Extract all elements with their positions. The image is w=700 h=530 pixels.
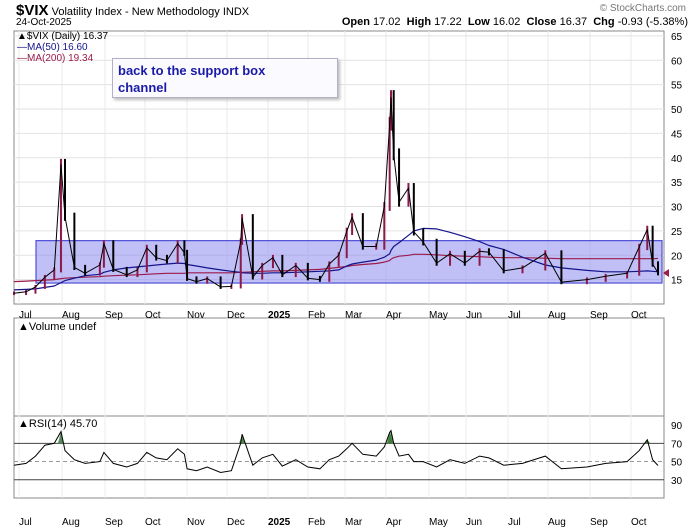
rsi-y-tick-label: 30 bbox=[671, 476, 683, 487]
volume-panel bbox=[13, 317, 665, 417]
rsi-x-tick-label: Nov bbox=[187, 517, 205, 528]
rsi-x-tick-label: Jul bbox=[508, 517, 521, 528]
open-label: Open bbox=[341, 16, 370, 28]
rsi-x-tick-label: Dec bbox=[227, 517, 245, 528]
brand-watermark: © StockCharts.com bbox=[599, 3, 686, 14]
x-tick-label: Apr bbox=[386, 310, 402, 321]
chg-label: Chg bbox=[593, 16, 615, 28]
x-tick-label: Oct bbox=[631, 310, 647, 321]
rsi-y-tick-label: 70 bbox=[671, 439, 683, 450]
support-box bbox=[35, 240, 663, 284]
symbol: $VIX bbox=[16, 2, 49, 19]
x-tick-label: Mar bbox=[345, 310, 363, 321]
price-line bbox=[13, 97, 659, 294]
quote-date: 24-Oct-2025 bbox=[16, 17, 72, 28]
price-y-tick-label: 20 bbox=[671, 251, 683, 262]
chart-title: $VIX Volatility Index - New Methodology … bbox=[16, 2, 249, 19]
open-value: 17.02 bbox=[373, 16, 401, 28]
rsi-x-tick-label: Apr bbox=[386, 517, 402, 528]
price-y-tick-label: 45 bbox=[671, 129, 683, 140]
x-tick-label: Sep bbox=[590, 310, 608, 321]
rsi-panel bbox=[13, 415, 665, 499]
rsi-x-tick-label: Jun bbox=[466, 517, 482, 528]
price-y-tick-label: 55 bbox=[671, 81, 683, 92]
annotation-text: back to the support box channel bbox=[113, 59, 337, 99]
x-tick-label: 2025 bbox=[268, 310, 291, 321]
x-tick-label: Jul bbox=[508, 310, 521, 321]
legend-ma50: —MA(50) 16.60 bbox=[17, 42, 88, 53]
x-tick-label: Aug bbox=[548, 310, 566, 321]
chg-value: -0.93 (-5.38%) bbox=[617, 16, 688, 28]
x-tick-label: Jul bbox=[19, 310, 32, 321]
price-y-tick-label: 30 bbox=[671, 203, 683, 214]
rsi-x-tick-label: Sep bbox=[105, 517, 123, 528]
rsi-x-tick-label: 2025 bbox=[268, 517, 291, 528]
legend-price: ▲$VIX (Daily) 16.37 bbox=[17, 31, 109, 42]
close-value: 16.37 bbox=[559, 16, 588, 28]
rsi-x-tick-label: Oct bbox=[631, 517, 647, 528]
last-price-marker bbox=[663, 268, 669, 277]
annotation-line-2: channel bbox=[118, 80, 168, 95]
price-y-tick-label: 40 bbox=[671, 154, 683, 165]
price-y-tick-label: 25 bbox=[671, 227, 683, 238]
price-y-tick-label: 60 bbox=[671, 56, 683, 67]
high-value: 17.22 bbox=[434, 16, 462, 28]
rsi-x-tick-label: Aug bbox=[62, 517, 80, 528]
annotation-line-1: back to the support box bbox=[118, 63, 266, 78]
rsi-overbought-area bbox=[388, 430, 395, 444]
rsi-y-tick-label: 90 bbox=[671, 421, 683, 432]
close-label: Close bbox=[526, 16, 557, 28]
x-tick-label: Oct bbox=[145, 310, 161, 321]
price-y-tick-label: 15 bbox=[671, 276, 683, 287]
price-y-tick-label: 35 bbox=[671, 178, 683, 189]
price-y-tick-label: 65 bbox=[671, 32, 683, 43]
rsi-x-tick-label: Aug bbox=[548, 517, 566, 528]
x-tick-label: May bbox=[429, 310, 448, 321]
rsi-x-tick-label: Oct bbox=[145, 517, 161, 528]
low-label: Low bbox=[467, 16, 490, 28]
rsi-x-tick-label: Mar bbox=[345, 517, 363, 528]
rsi-y-tick-label: 50 bbox=[671, 458, 683, 469]
price-y-tick-label: 50 bbox=[671, 105, 683, 116]
x-tick-label: Feb bbox=[308, 310, 326, 321]
high-label: High bbox=[406, 16, 432, 28]
exchange: INDX bbox=[222, 6, 250, 18]
price-legend: ▲$VIX (Daily) 16.37 —MA(50) 16.60 —MA(20… bbox=[17, 31, 108, 64]
volume-legend: ▲Volume undef bbox=[18, 321, 97, 333]
rsi-line bbox=[13, 429, 659, 474]
rsi-x-tick-label: May bbox=[429, 517, 448, 528]
x-tick-label: Aug bbox=[62, 310, 80, 321]
x-tick-label: Sep bbox=[105, 310, 123, 321]
rsi-x-tick-label: Feb bbox=[308, 517, 326, 528]
annotation-box: back to the support box channel bbox=[112, 58, 338, 98]
legend-ma200: —MA(200) 19.34 bbox=[17, 53, 94, 64]
rsi-legend: ▲RSI(14) 45.70 bbox=[18, 418, 98, 430]
ohlc-readout: Open 17.02 High 17.22 Low 16.02 Close 16… bbox=[342, 16, 688, 28]
security-name: Volatility Index - New Methodology bbox=[51, 6, 220, 18]
rsi-x-tick-label: Sep bbox=[590, 517, 608, 528]
x-tick-label: Dec bbox=[227, 310, 245, 321]
low-value: 16.02 bbox=[492, 16, 521, 28]
x-tick-label: Jun bbox=[466, 310, 482, 321]
rsi-x-tick-label: Jul bbox=[19, 517, 32, 528]
x-tick-label: Nov bbox=[187, 310, 205, 321]
